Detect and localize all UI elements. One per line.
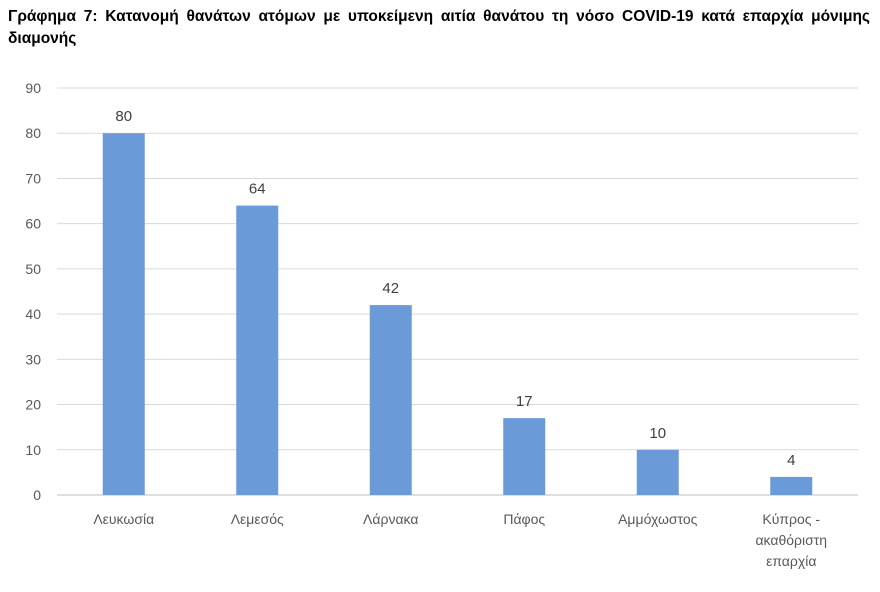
y-tick-label: 70 xyxy=(25,170,41,186)
x-tick-label-line: Αμμόχωστος xyxy=(618,511,698,527)
x-tick-label: Λευκωσία xyxy=(93,511,154,527)
y-tick-label: 10 xyxy=(25,442,41,458)
y-tick-label: 90 xyxy=(25,80,41,96)
bar xyxy=(636,449,679,495)
data-label: 80 xyxy=(115,108,132,125)
x-tick-label: Πάφος xyxy=(503,511,545,527)
y-tick-label: 50 xyxy=(25,261,41,277)
x-tick-label-line: ακαθόριστη xyxy=(755,532,827,548)
data-label: 10 xyxy=(649,425,666,442)
bar xyxy=(102,133,145,495)
data-label: 4 xyxy=(787,452,795,469)
data-label: 42 xyxy=(382,280,399,297)
y-tick-label: 60 xyxy=(25,216,41,232)
gridlines xyxy=(57,87,858,496)
x-tick-label: Κύπρος - ακαθόριστη επαρχία xyxy=(755,511,827,569)
x-tick-label-line: Λάρνακα xyxy=(363,511,418,527)
x-tick-label: Λάρνακα xyxy=(363,511,418,527)
bar xyxy=(770,476,813,495)
y-tick-label: 80 xyxy=(25,125,41,141)
x-axis-ticks: Λευκωσία Λεμεσός Λάρνακα Πάφος Αμμόχωστος Κύπ… xyxy=(93,511,827,569)
bar xyxy=(236,205,279,496)
x-tick-label: Λεμεσός xyxy=(231,511,284,527)
data-label: 64 xyxy=(249,181,266,198)
bar xyxy=(369,305,412,495)
x-tick-label-line: Πάφος xyxy=(503,511,545,527)
x-tick-label: Αμμόχωστος xyxy=(618,511,698,527)
bar xyxy=(503,418,546,495)
y-tick-label: 40 xyxy=(25,306,41,322)
x-tick-label-line: επαρχία xyxy=(766,553,816,569)
x-tick-label-line: Κύπρος - xyxy=(762,511,820,527)
y-axis-ticks: 0 10 20 30 40 50 60 70 80 90 xyxy=(25,80,41,503)
y-tick-label: 0 xyxy=(33,487,41,503)
y-tick-label: 20 xyxy=(25,397,41,413)
x-tick-label-line: Λευκωσία xyxy=(93,511,154,527)
data-label: 17 xyxy=(516,393,533,410)
data-labels: 80 64 42 17 10 4 xyxy=(115,108,795,469)
y-tick-label: 30 xyxy=(25,351,41,367)
bars xyxy=(102,133,813,496)
chart-title: Γράφημα 7: Κατανομή θανάτων ατόμων με υπ… xyxy=(8,8,870,47)
x-tick-label-line: Λεμεσός xyxy=(231,511,284,527)
